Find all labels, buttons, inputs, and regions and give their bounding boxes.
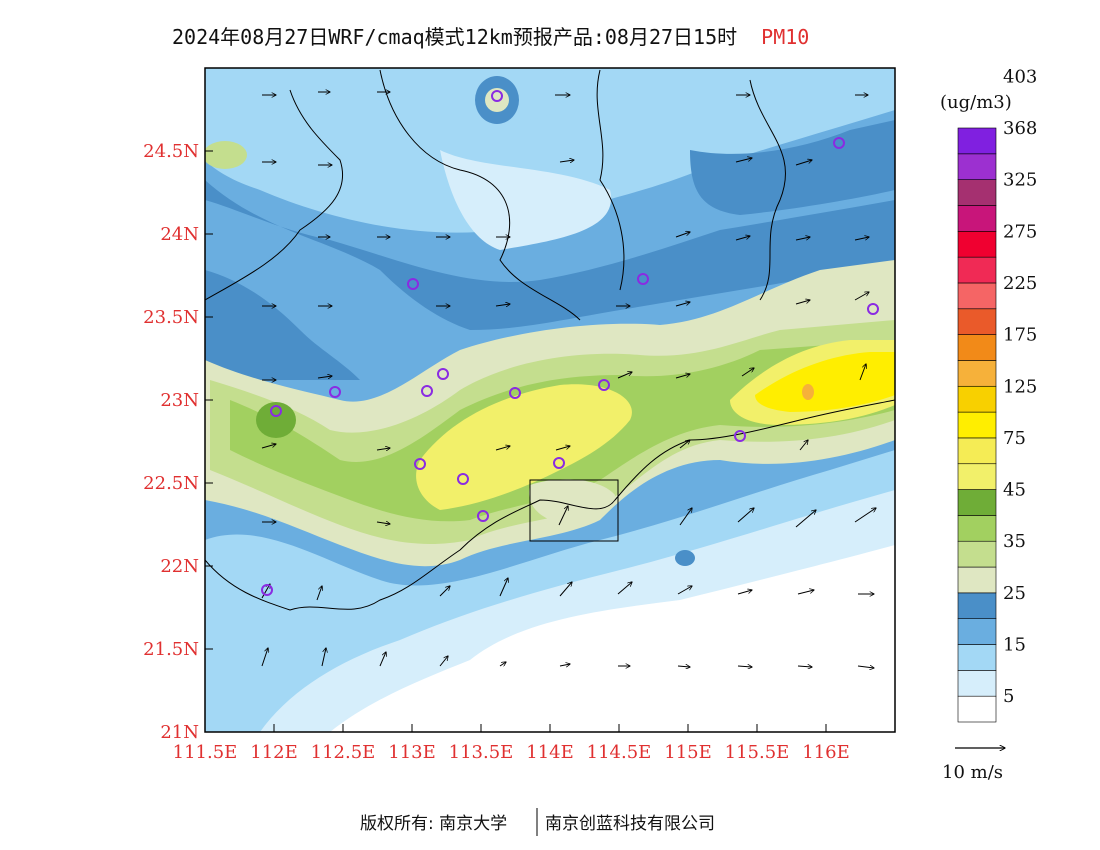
colorbar-label: 75 (1003, 428, 1026, 449)
colorbar-swatch (957, 592, 997, 619)
x-tick-label: 112.5E (311, 742, 376, 763)
x-tick-label: 112E (250, 742, 298, 763)
x-tick-label: 113.5E (449, 742, 514, 763)
station-marker (261, 584, 273, 596)
station-marker (329, 386, 341, 398)
colorbar-swatch (957, 360, 997, 387)
y-tick-label: 22N (160, 556, 199, 577)
x-tick-label: 115E (664, 742, 712, 763)
y-tick-label: 21.5N (143, 639, 199, 660)
y-axis: 21N 21.5N 22N 22.5N 23N 23.5N 24N 24.5N (143, 141, 213, 743)
colorbar-label: 175 (1003, 325, 1037, 346)
colorbar-swatch (957, 437, 997, 465)
colorbar-label: 45 (1003, 480, 1026, 501)
station-marker (491, 90, 503, 102)
copyright-text: 版权所有: 南京大学 (360, 814, 507, 834)
colorbar-label: 5 (1003, 686, 1014, 707)
x-tick-label: 111.5E (173, 742, 238, 763)
colorbar-swatch (957, 670, 997, 697)
colorbar-swatch (957, 540, 997, 568)
colorbar-swatch (957, 411, 997, 439)
colorbar-label: 125 (1003, 376, 1037, 397)
colorbar-swatch (957, 334, 997, 361)
colorbar-swatch (957, 489, 997, 516)
station-marker (867, 303, 879, 315)
colorbar-label: 403 (1003, 66, 1037, 87)
colorbar-swatch (957, 644, 997, 671)
y-tick-label: 23N (160, 390, 199, 411)
station-marker (833, 137, 845, 149)
map-title: 2024年08月27日WRF/cmaq模式12km预报产品:08月27日15时 … (172, 25, 809, 49)
station-marker (598, 379, 610, 391)
monitoring-stations (261, 90, 879, 596)
colorbar-label: 275 (1003, 221, 1037, 242)
boundaries (205, 69, 895, 611)
y-tick-label: 21N (160, 722, 199, 743)
title-variable: PM10 (761, 25, 809, 49)
x-tick-label: 115.5E (725, 742, 790, 763)
colorbar-swatch (957, 205, 997, 232)
y-tick-label: 23.5N (143, 307, 199, 328)
x-tick-label: 114.5E (587, 742, 652, 763)
station-marker (407, 278, 419, 290)
colorbar-swatch (957, 618, 997, 645)
x-tick-label: 114E (526, 742, 574, 763)
colorbar-swatch (957, 153, 997, 180)
y-tick-label: 24N (160, 224, 199, 245)
colorbar-swatch (957, 308, 997, 335)
station-marker (437, 368, 449, 380)
station-marker (734, 430, 746, 442)
colorbar-swatch (957, 127, 997, 155)
colorbar-swatch (957, 231, 997, 258)
station-marker (509, 387, 521, 399)
colorbar-swatch (957, 463, 997, 490)
station-marker (637, 273, 649, 285)
colorbar-swatch (957, 256, 997, 284)
colorbar (957, 127, 997, 723)
colorbar-label: 25 (1003, 583, 1026, 604)
company-text: 南京创蓝科技有限公司 (545, 814, 715, 834)
colorbar-labels: 5 15 25 35 45 75 125 175 225 275 325 368 403 (1003, 66, 1037, 707)
station-marker (421, 385, 433, 397)
colorbar-swatch (957, 385, 997, 413)
colorbar-unit: (ug/m3) (940, 92, 1012, 113)
station-marker (457, 473, 469, 485)
title-main: 2024年08月27日WRF/cmaq模式12km预报产品:08月27日15时 (172, 25, 737, 49)
y-tick-label: 24.5N (143, 141, 199, 162)
colorbar-label: 15 (1003, 635, 1026, 656)
colorbar-swatch (957, 695, 997, 723)
x-tick-label: 116E (802, 742, 850, 763)
colorbar-swatch (957, 282, 997, 310)
colorbar-label: 325 (1003, 170, 1037, 191)
station-marker (270, 405, 282, 417)
wind-reference-label: 10 m/s (942, 762, 1003, 783)
colorbar-swatch (957, 179, 997, 206)
concentration-field (205, 68, 895, 732)
colorbar-label: 368 (1003, 118, 1037, 139)
y-tick-label: 22.5N (143, 473, 199, 494)
colorbar-swatch (957, 515, 997, 542)
colorbar-label: 225 (1003, 273, 1037, 294)
x-axis: 111.5E 112E 112.5E 113E 113.5E 114E 114.5E 115E… (173, 724, 850, 763)
station-marker (477, 510, 489, 522)
colorbar-label: 35 (1003, 531, 1026, 552)
wind-vectors (261, 92, 876, 668)
station-marker (414, 458, 426, 470)
station-marker (553, 457, 565, 469)
x-tick-label: 113E (388, 742, 436, 763)
colorbar-swatch (957, 566, 997, 594)
